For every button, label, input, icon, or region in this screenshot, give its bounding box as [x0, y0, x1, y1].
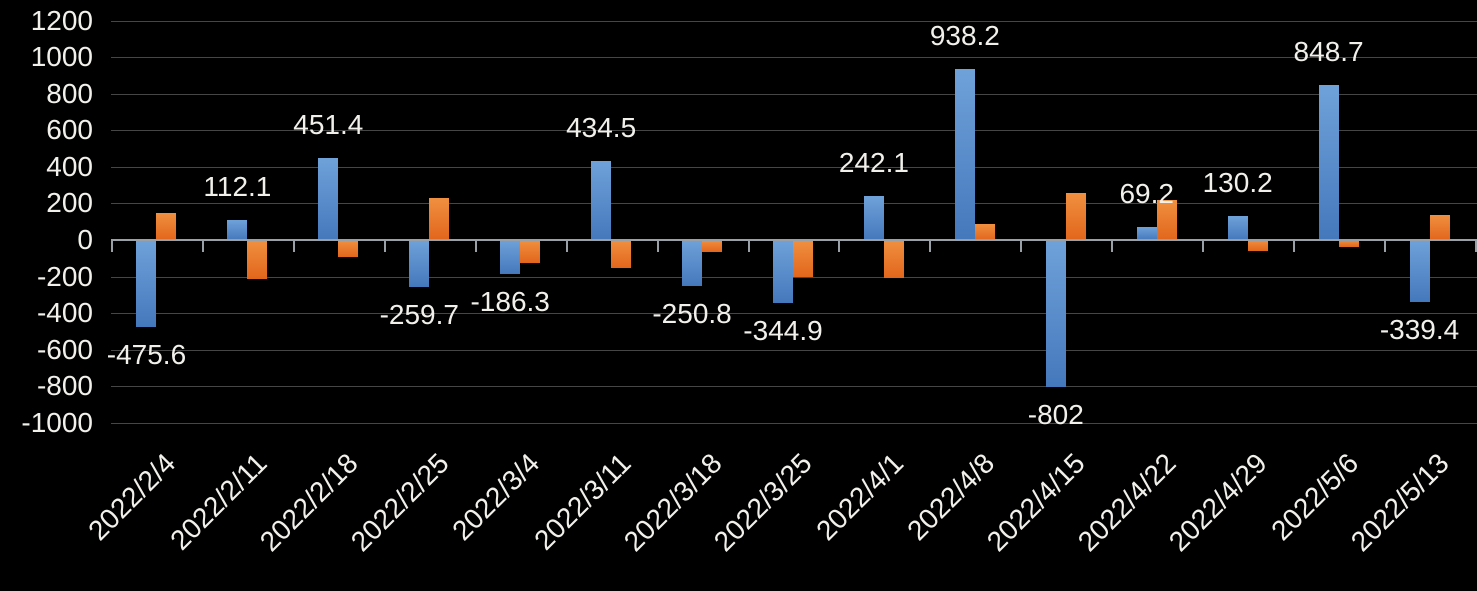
- y-tick-label: -200: [36, 260, 93, 292]
- x-axis-tick: [929, 240, 932, 252]
- bar-blue: [409, 240, 430, 288]
- gridline: [111, 20, 1477, 22]
- bar-orange: [1338, 240, 1359, 248]
- x-tick-label: 2022/3/11: [527, 447, 637, 556]
- data-label: 242.1: [838, 146, 909, 178]
- bar-blue: [318, 157, 339, 240]
- x-axis-tick: [1020, 240, 1023, 252]
- bar-orange: [156, 212, 177, 240]
- bar-blue: [1045, 240, 1066, 387]
- data-label: -344.9: [743, 315, 823, 347]
- x-axis-tick: [201, 240, 204, 252]
- x-axis-tick: [1475, 240, 1477, 252]
- bar-orange: [1065, 193, 1086, 240]
- x-tick-label: 2022/4/22: [1071, 447, 1182, 558]
- x-tick-label: 2022/4/15: [981, 447, 1092, 558]
- y-tick-label: 200: [46, 187, 93, 219]
- gridline: [111, 422, 1477, 424]
- bar-orange: [702, 240, 723, 252]
- x-axis-tick: [747, 240, 750, 252]
- data-label: 434.5: [566, 111, 637, 143]
- bar-orange: [1156, 199, 1177, 240]
- bar-orange: [429, 197, 450, 240]
- bar-blue: [773, 240, 793, 304]
- x-axis-tick: [1202, 240, 1205, 252]
- data-label: 938.2: [929, 19, 1000, 51]
- bar-orange: [883, 240, 904, 279]
- gridline: [111, 203, 1477, 205]
- y-tick-label: 1000: [30, 41, 93, 73]
- y-tick-label: -1000: [21, 406, 93, 438]
- x-tick-label: 2022/5/13: [1344, 447, 1455, 558]
- x-axis-tick: [292, 240, 295, 252]
- x-axis-tick: [383, 240, 386, 252]
- y-tick-label: 600: [46, 114, 93, 146]
- data-label: 69.2: [1119, 178, 1174, 210]
- bar-orange: [1247, 240, 1268, 251]
- gridline: [111, 93, 1477, 95]
- bar-blue: [1409, 240, 1430, 303]
- data-label: -475.6: [106, 338, 187, 370]
- gridline: [111, 313, 1477, 315]
- x-axis-tick: [1111, 240, 1114, 252]
- bar-blue: [136, 240, 157, 327]
- bar-blue: [954, 68, 975, 240]
- data-label: -250.8: [652, 297, 732, 329]
- x-axis-line: [111, 239, 1477, 241]
- x-axis-tick: [565, 240, 568, 252]
- y-tick-label: 400: [46, 150, 93, 182]
- x-axis-tick: [1384, 240, 1387, 252]
- y-tick-label: 1200: [30, 4, 93, 36]
- x-tick-label: 2022/4/1: [810, 447, 910, 547]
- bar-blue: [1318, 84, 1339, 240]
- bar-orange: [974, 224, 995, 240]
- x-tick-label: 2022/3/18: [617, 447, 728, 558]
- gridline: [111, 57, 1477, 59]
- bar-blue: [500, 240, 521, 275]
- bar-blue: [591, 160, 612, 240]
- bar-orange: [793, 240, 813, 278]
- x-axis-tick: [838, 240, 841, 252]
- y-tick-label: 0: [77, 224, 93, 255]
- bar-orange: [611, 240, 632, 269]
- data-label: 451.4: [293, 108, 364, 140]
- bar-orange: [247, 240, 268, 280]
- data-label: 130.2: [1202, 167, 1273, 199]
- data-label: -259.7: [379, 299, 459, 331]
- bar-blue: [863, 195, 884, 240]
- bar-orange: [1429, 215, 1450, 240]
- data-label: -802: [1027, 398, 1084, 430]
- y-tick-label: -600: [36, 333, 93, 365]
- x-axis-tick: [111, 240, 113, 252]
- x-axis-tick: [474, 240, 477, 252]
- x-tick-label: 2022/3/25: [708, 447, 819, 558]
- x-axis-tick: [656, 240, 659, 252]
- bar-orange: [338, 240, 359, 258]
- data-label: -186.3: [470, 286, 550, 318]
- gridline: [111, 166, 1477, 168]
- bar-blue: [1227, 216, 1248, 240]
- bar-orange: [520, 240, 541, 263]
- data-label: -339.4: [1379, 314, 1460, 346]
- data-label: 848.7: [1293, 35, 1364, 67]
- y-tick-label: 800: [46, 77, 93, 109]
- x-tick-label: 2022/4/29: [1162, 447, 1273, 558]
- bar-blue: [682, 240, 703, 286]
- data-label: 112.1: [203, 170, 272, 202]
- x-axis-tick: [1293, 240, 1296, 252]
- x-tick-label: 2022/2/11: [164, 447, 273, 556]
- bar-blue: [227, 219, 248, 240]
- y-tick-label: -800: [36, 370, 93, 402]
- y-tick-label: -400: [36, 297, 93, 329]
- gridline: [111, 130, 1477, 132]
- bar-blue: [1136, 227, 1157, 240]
- gridline: [111, 386, 1477, 388]
- gridline: [111, 349, 1477, 351]
- x-tick-label: 2022/2/25: [344, 447, 455, 558]
- x-tick-label: 2022/2/18: [253, 447, 364, 558]
